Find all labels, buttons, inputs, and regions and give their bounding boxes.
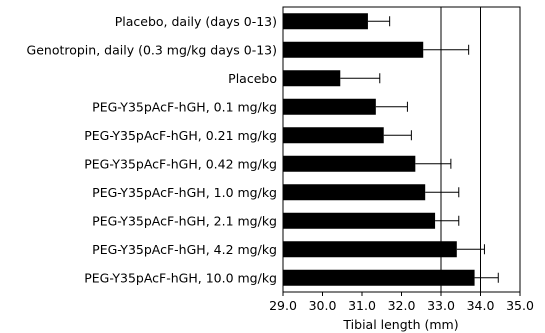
- x-axis-label: Tibial length (mm): [342, 317, 458, 332]
- category-label: Placebo, daily (days 0-13): [115, 14, 277, 29]
- category-label: PEG-Y35pAcF-hGH, 0.42 mg/kg: [84, 156, 277, 171]
- x-tick-label: 33.0: [427, 298, 455, 313]
- x-tick-label: 35.0: [506, 298, 534, 313]
- bar: [283, 184, 426, 201]
- category-label: PEG-Y35pAcF-hGH, 4.2 mg/kg: [92, 242, 277, 257]
- category-label: PEG-Y35pAcF-hGH, 2.1 mg/kg: [92, 213, 277, 228]
- category-labels: Placebo, daily (days 0-13) Genotropin, da…: [27, 14, 277, 286]
- x-tick-labels: 29.0 30.0 31.0 32.0 33.0 34.0 35.0: [269, 298, 534, 313]
- bar: [283, 127, 384, 144]
- x-axis-ticks: [282, 292, 521, 296]
- bar: [283, 70, 341, 87]
- category-label: Genotropin, daily (0.3 mg/kg days 0-13): [27, 42, 277, 57]
- category-label: PEG-Y35pAcF-hGH, 10.0 mg/kg: [84, 270, 277, 285]
- category-label: PEG-Y35pAcF-hGH, 0.21 mg/kg: [84, 128, 277, 143]
- bars: [283, 13, 475, 286]
- bar: [283, 41, 424, 58]
- x-tick-label: 34.0: [467, 298, 495, 313]
- bar: [283, 98, 376, 115]
- bar: [283, 241, 457, 258]
- bar: [283, 212, 436, 229]
- x-tick-label: 30.0: [309, 298, 337, 313]
- error-bars: [340, 16, 499, 283]
- x-tick-label: 29.0: [269, 298, 297, 313]
- bar: [283, 13, 368, 30]
- x-tick-label: 31.0: [348, 298, 376, 313]
- bar: [283, 155, 416, 172]
- category-label: PEG-Y35pAcF-hGH, 1.0 mg/kg: [92, 185, 277, 200]
- category-label: Placebo: [228, 71, 277, 86]
- x-tick-label: 32.0: [388, 298, 416, 313]
- category-label: PEG-Y35pAcF-hGH, 0.1 mg/kg: [92, 99, 277, 114]
- bar: [283, 269, 475, 286]
